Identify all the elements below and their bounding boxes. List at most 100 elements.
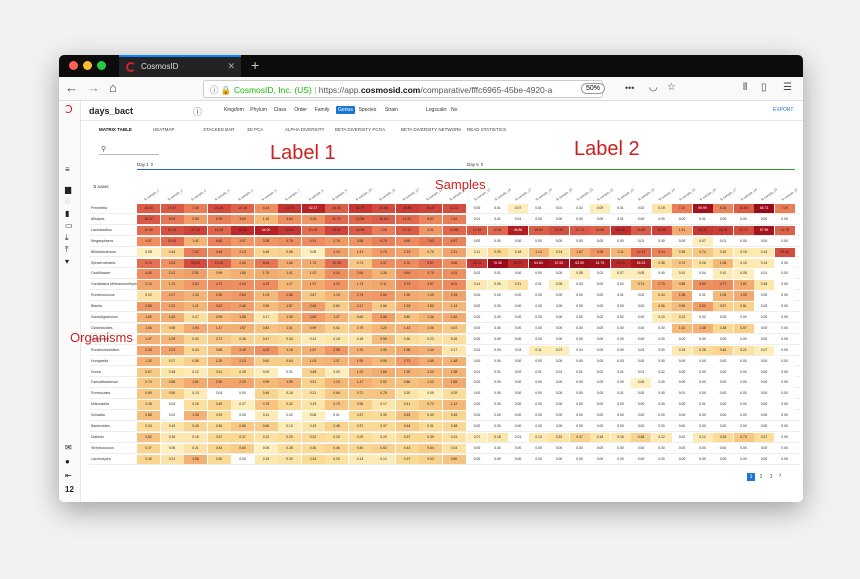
sample-header[interactable]: ⇅ sample_28 [740, 187, 758, 201]
bookmark-star-icon[interactable]: ☆ [667, 82, 676, 93]
sample-header[interactable]: ⇅ sample_27 [719, 187, 737, 201]
sample-header[interactable]: ⇅ sample_1 [143, 188, 160, 201]
search-icon[interactable]: ⚲ [101, 146, 107, 153]
rank-order[interactable]: Order [294, 107, 307, 113]
sample-header[interactable]: ⇅ sample_26 [699, 187, 717, 201]
trash-icon[interactable]: ▾ [65, 257, 70, 266]
tab-beta-diversity-network[interactable]: BETA DIVERSITY NETWORK [401, 127, 462, 132]
rank-kingdom[interactable]: Kingdom [224, 107, 244, 113]
rank-species[interactable]: Species [358, 107, 377, 113]
table-row[interactable]: Schaalia 0.88 0.02 1.38 0.29 0.00 0.11 0.02 0.06… [89, 410, 801, 421]
pocket-icon[interactable]: ◡ [649, 82, 658, 93]
sample-header[interactable]: ⇅ sample_21 [596, 187, 614, 201]
tab-beta-diversity-pcoa[interactable]: BETA DIVERSITY PCOA [335, 127, 386, 132]
new-tab-icon[interactable]: + [251, 57, 260, 73]
tab-stacked-bar[interactable]: STACKED BAR [203, 127, 235, 132]
document-icon[interactable]: ▮ [65, 209, 70, 218]
sample-header[interactable]: ⇅ sample_25 [678, 187, 696, 201]
logscale-select[interactable]: No [451, 107, 458, 113]
upload-icon[interactable]: ⤒ [65, 245, 69, 254]
user-icon[interactable]: ● [65, 457, 70, 466]
sample-header[interactable]: ⇅ sample_5 [237, 188, 254, 201]
sample-header[interactable]: ⇅ sample_24 [658, 187, 676, 201]
table-row[interactable]: Lachnospira 0.45 0.21 1.56 0.30 0.00 0.15 0.20 0… [89, 454, 801, 465]
logout-icon[interactable]: ⇤ [65, 471, 72, 480]
table-row[interactable]: Romboutsia 0.69 0.50 0.13 0.04 0.00 0.46 0.18 0.… [89, 388, 801, 400]
table-row[interactable]: Mitsuokella 0.48 0.04 0.26 0.49 0.07 0.78 0.32 0… [89, 399, 801, 411]
table-row[interactable]: Bifidobacterium 0.08 0.44 7.02 4.46 2.13 0.46 0… [89, 247, 801, 258]
name-column-header[interactable]: ⇅ NAME [93, 184, 110, 189]
sample-header[interactable]: ⇅ sample_18 [535, 187, 553, 201]
forward-icon[interactable]: → [87, 80, 100, 95]
sample-header[interactable]: ⇅ sample_17 [514, 187, 532, 201]
next-page-icon[interactable]: › [779, 472, 782, 479]
zoom-window-icon[interactable] [97, 61, 106, 70]
sample-header[interactable]: ⇅ sample_7 [284, 188, 301, 201]
expand-icon[interactable]: ⇕ [150, 162, 154, 167]
rank-family[interactable]: Family [314, 107, 330, 113]
sidebar-icon[interactable]: ▯ [761, 82, 767, 93]
sample-header[interactable]: ⇅ sample_11 [378, 188, 396, 202]
tab-matrix-table[interactable]: MATRIX TABLE [99, 127, 132, 132]
help-icon[interactable]: ⓘ [193, 107, 203, 117]
zoom-level[interactable]: 50% [581, 83, 606, 94]
sample-header[interactable]: ⇅ sample_20 [576, 187, 594, 201]
page-actions-icon[interactable]: ••• [625, 83, 635, 93]
rank-phylum[interactable]: Phylum [250, 107, 267, 113]
table-row[interactable]: Alistipes 18.37 8.18 2.59 6.78 3.64 1.16 4.64 3.… [89, 214, 801, 225]
sample-header[interactable]: ⇅ sample_23 [637, 187, 655, 201]
sample-header[interactable]: ⇅ sample_2 [167, 188, 184, 201]
library-icon[interactable]: ⫴ [743, 82, 748, 93]
sample-header[interactable]: ⇅ sample_3 [190, 188, 207, 201]
table-row[interactable]: Bacteroides 0.34 0.19 0.45 0.36 0.68 0.60 0.10 0… [89, 421, 801, 432]
table-row[interactable]: Clostridium 1.47 1.09 0.42 0.72 0.46 0.47 0.34 0… [89, 334, 801, 345]
table-row[interactable]: Dorea 0.67 0.18 0.12 0.41 0.28 0.09 0.01 0.48 0.0… [89, 367, 801, 378]
table-row[interactable]: Faecalibacterium 0.74 0.88 1.91 2.30 2.19 0.99… [89, 377, 801, 389]
url-bar[interactable]: ⓘ 🔒 CosmosID, Inc. (US) | https://app.co… [203, 80, 603, 98]
table-row[interactable]: Blautia 2.85 2.22 1.21 3.22 2.46 0.95 1.87 2.46 0… [89, 301, 801, 312]
sample-header[interactable]: ⇅ sample_19 [555, 187, 573, 201]
export-button[interactable]: EXPORT [773, 107, 794, 113]
table-row[interactable]: Candidatus Methanomethylo philus2.101.76… [89, 279, 801, 291]
page-2[interactable]: 2 [759, 474, 763, 480]
tab-3d-pca[interactable]: 3D PCA [247, 127, 264, 132]
sample-header[interactable]: ⇅ sample_6 [261, 188, 278, 201]
bio-icon[interactable]: ◌ [65, 197, 70, 206]
sample-header[interactable]: ⇅ sample_8 [308, 188, 325, 201]
search-input[interactable] [99, 154, 159, 155]
sample-header[interactable]: ⇅ sample_4 [214, 188, 231, 201]
rank-genus[interactable]: Genus [336, 106, 355, 114]
tab-read-statistics[interactable]: READ STATISTICS [467, 127, 507, 132]
table-row[interactable]: Prevotella 16.63 17.87 7.36 23.26 14.16 4.14 33… [89, 203, 801, 214]
table-icon[interactable]: ▭ [65, 221, 73, 230]
table-row[interactable]: Subdoligranulum 1.60 1.62 0.27 0.99 1.56 0.17 1… [89, 312, 801, 323]
close-tab-icon[interactable]: ✕ [227, 61, 235, 71]
sample-header[interactable]: ⇅ sample_9 [331, 188, 348, 201]
rank-strain[interactable]: Strain [384, 107, 398, 113]
table-row[interactable]: Sphaerochaeta 9.74 4.03 23.63 15.20 2.66 8.63 1… [89, 258, 801, 269]
cosmosid-brand-icon[interactable]: Ↄ [65, 104, 73, 116]
sample-header[interactable]: ⇅ sample_29 [760, 187, 778, 201]
rank-class[interactable]: Class [273, 107, 287, 113]
table-row[interactable]: Megasphaera 4.57 10.63 1.41 6.60 3.07 3.38 4.76… [89, 236, 801, 247]
table-row[interactable]: Clostridioides 1.56 0.65 1.94 1.47 1.57 0.82 1.… [89, 323, 801, 334]
sample-header[interactable]: ⇅ sample_12 [402, 187, 420, 201]
sample-header[interactable]: ⇅ sample_30 [781, 187, 797, 201]
page-3[interactable]: 3 [769, 474, 773, 480]
browser-tab[interactable]: CosmosID ✕ [119, 55, 241, 77]
sample-header[interactable]: ⇅ sample_10 [355, 187, 373, 201]
sample-header[interactable]: ⇅ sample_22 [617, 187, 635, 201]
table-row[interactable]: Oscillibacter 4.45 2.12 2.51 0.99 1.60 1.76 1.4… [89, 268, 801, 280]
tab-heatmap[interactable]: HEATMAP [153, 127, 175, 132]
close-window-icon[interactable] [69, 61, 78, 70]
table-row[interactable]: Lactobacillus 10.08 21.32 27.49 14.25 39.02 44… [89, 225, 801, 236]
sample-header[interactable]: ⇅ sample_16 [494, 187, 512, 201]
info-icon[interactable]: ⓘ [210, 85, 219, 95]
table-row[interactable]: Hungatella 1.32 0.27 0.56 1.29 2.13 0.60 0.64 1.… [89, 356, 801, 367]
table-row[interactable]: Streptococcus 0.47 0.06 0.21 0.43 0.60 0.06 0.2… [89, 443, 801, 454]
mail-icon[interactable]: ✉ [65, 443, 72, 452]
menu-icon[interactable]: ≡ [65, 165, 70, 174]
table-row[interactable]: Ruminococcus 0.22 2.07 1.32 2.56 2.84 1.03 2.88… [89, 290, 801, 302]
page-1[interactable]: 1 [747, 473, 755, 481]
home-icon[interactable]: ⌂ [109, 80, 117, 95]
